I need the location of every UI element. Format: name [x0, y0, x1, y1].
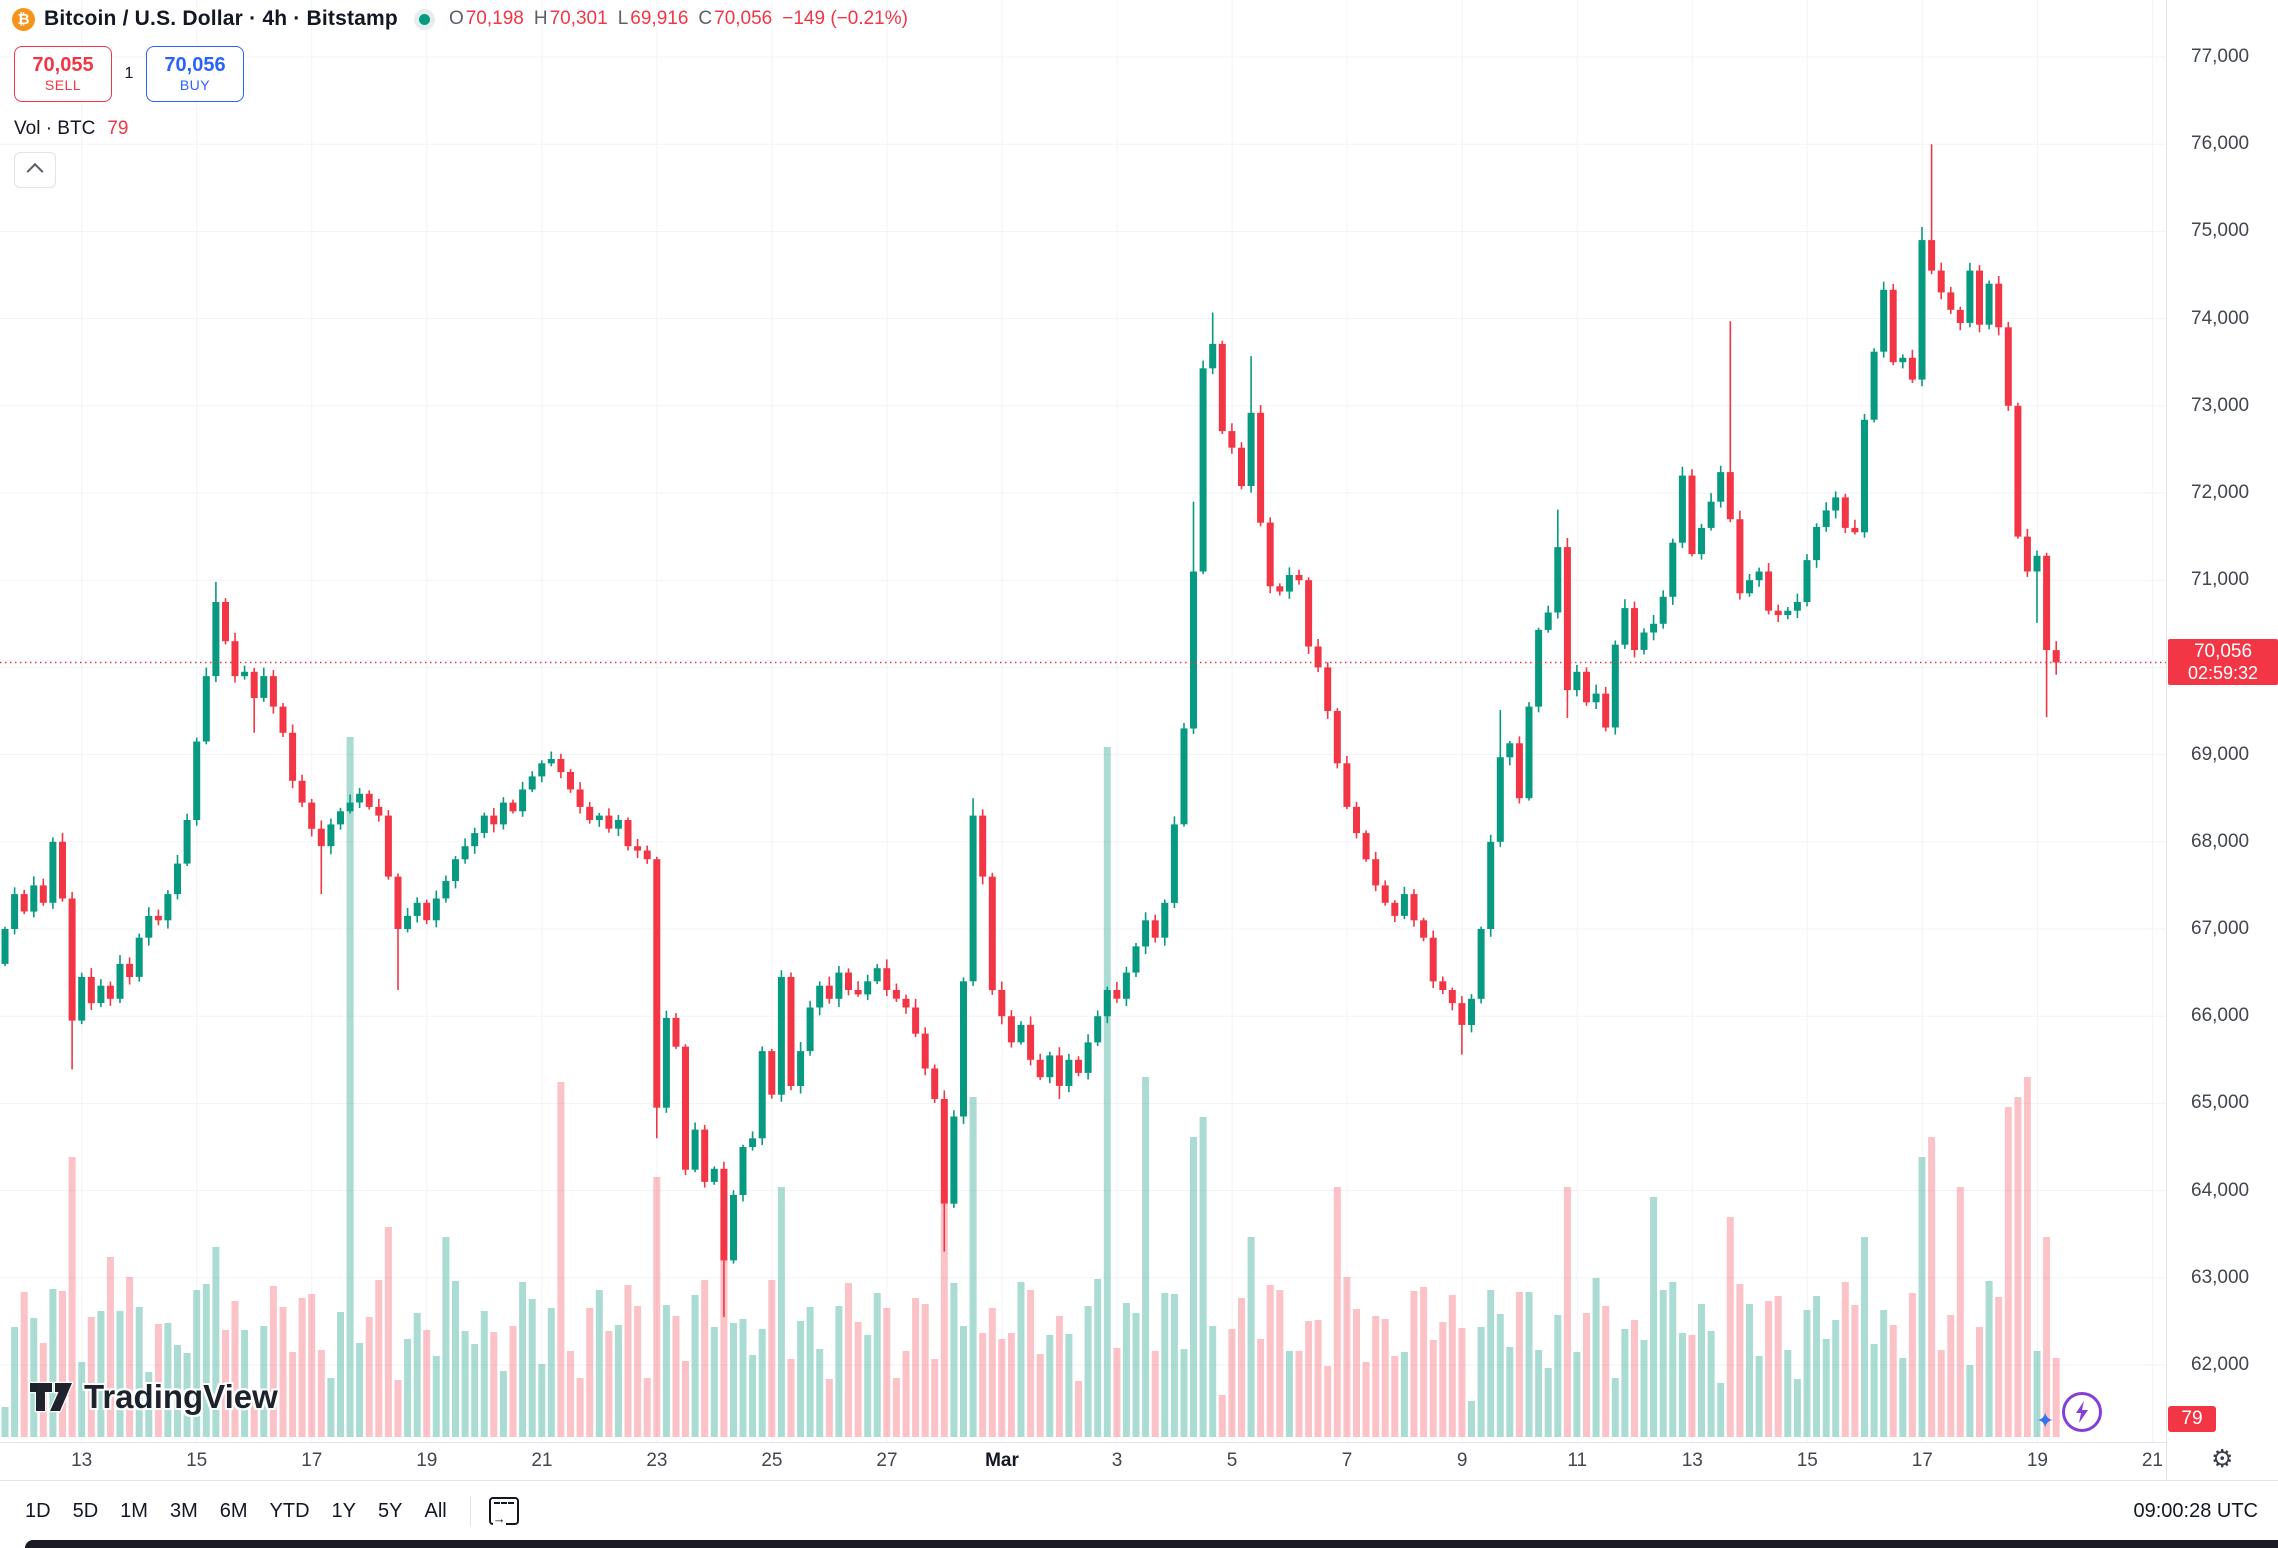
time-axis-label: 13 — [1681, 1450, 1703, 1471]
chevron-up-icon — [26, 162, 44, 180]
high-label: H — [533, 8, 548, 29]
sparkle-icon: ✦ — [2036, 1408, 2055, 1433]
price-axis-label: 66,000 — [2191, 1005, 2250, 1027]
time-axis-label: Mar — [985, 1450, 1019, 1471]
price-axis-label: 75,000 — [2191, 220, 2250, 242]
volume-indicator-row[interactable]: Vol · BTC 79 — [14, 118, 128, 140]
time-axis-label: 21 — [2141, 1450, 2163, 1471]
range-button-1d[interactable]: 1D — [25, 1499, 51, 1522]
close-value: 70,056 — [714, 8, 773, 29]
bitcoin-logo-icon: ₿ — [12, 7, 35, 31]
time-axis-label: 5 — [1226, 1450, 1238, 1471]
low-value: 69,916 — [630, 8, 689, 29]
tradingview-logo-icon — [28, 1381, 74, 1413]
toolbar-divider — [469, 1496, 471, 1526]
current-price-value: 70,056 — [2193, 641, 2253, 662]
clock-display[interactable]: 09:00:28 UTC — [2133, 1499, 2258, 1522]
price-axis-label: 69,000 — [2191, 743, 2250, 765]
price-axis[interactable]: 77,000 76,000 75,000 74,000 73,000 72,000 71,0… — [2166, 0, 2278, 1548]
close-label: C — [698, 8, 713, 29]
symbol-title[interactable]: Bitcoin / U.S. Dollar · 4h · Bitstamp — [44, 7, 398, 30]
buy-price: 70,056 — [164, 54, 226, 76]
time-axis-label: 15 — [1796, 1450, 1818, 1471]
time-axis-label: 21 — [531, 1450, 553, 1471]
sell-button[interactable]: 70,055 SELL — [14, 46, 112, 102]
price-axis-label: 72,000 — [2191, 482, 2250, 503]
price-axis-label: 62,000 — [2191, 1354, 2250, 1375]
time-axis[interactable]: 13 15 17 19 21 23 25 27 Mar 3 5 7 9 11 13 15 17 19 21 — [0, 1442, 2166, 1481]
go-to-date-icon[interactable] — [488, 1497, 519, 1525]
ohlc-values: O 70,198 H 70,301 L 69,916 C 70,056 −149 (−0.21%… — [449, 8, 908, 30]
lightning-icon — [2062, 1392, 2102, 1432]
time-axis-label: 27 — [876, 1450, 898, 1471]
time-axis-label: 7 — [1341, 1450, 1353, 1471]
sell-price: 70,055 — [32, 54, 94, 76]
price-axis-label: 73,000 — [2191, 394, 2250, 416]
low-label: L — [617, 8, 629, 29]
range-button-6m[interactable]: 6M — [219, 1499, 248, 1522]
buy-button[interactable]: 70,056 BUY — [146, 46, 244, 102]
watermark-text: TradingView — [84, 1378, 278, 1415]
boost-widget[interactable]: ✦ — [2036, 1392, 2106, 1438]
volume-indicator-label: Vol · BTC — [14, 118, 96, 139]
time-axis-label: 9 — [1456, 1450, 1468, 1471]
dock-edge — [25, 1540, 2278, 1548]
range-button-ytd[interactable]: YTD — [269, 1499, 310, 1522]
candle-countdown: 02:59:32 — [2187, 663, 2259, 683]
time-axis-label: 19 — [2026, 1450, 2048, 1471]
time-axis-label: 3 — [1111, 1450, 1123, 1471]
volume-axis-label: 79 — [2168, 1406, 2216, 1432]
time-axis-label: 11 — [1567, 1450, 1588, 1471]
range-button-1y[interactable]: 1Y — [331, 1499, 357, 1522]
high-value: 70,301 — [549, 8, 608, 29]
range-button-5d[interactable]: 5D — [72, 1499, 99, 1522]
open-value: 70,198 — [465, 8, 524, 29]
price-axis-label: 64,000 — [2191, 1179, 2250, 1201]
range-button-all[interactable]: All — [424, 1499, 447, 1522]
time-axis-label: 23 — [646, 1450, 668, 1471]
change-value: −149 (−0.21%) — [782, 8, 908, 29]
tradingview-watermark: TradingView — [28, 1378, 278, 1416]
gear-icon[interactable]: ⚙ — [2211, 1445, 2234, 1473]
price-axis-label: 67,000 — [2191, 918, 2250, 939]
price-axis-label: 71,000 — [2191, 569, 2250, 591]
time-axis-label: 15 — [186, 1450, 208, 1471]
buy-label: BUY — [179, 77, 211, 93]
price-axis-label: 68,000 — [2191, 830, 2250, 852]
time-axis-label: 19 — [416, 1450, 438, 1471]
price-axis-label: 77,000 — [2191, 46, 2250, 67]
trade-panel: 70,055 SELL 1 70,056 BUY — [14, 46, 244, 102]
bottom-toolbar: 1D 5D 1M 3M 6M YTD 1Y 5Y All 09:00:28 UTC — [0, 1480, 2278, 1541]
range-button-3m[interactable]: 3M — [169, 1499, 198, 1522]
spread-value: 1 — [124, 65, 134, 82]
price-axis-label: 65,000 — [2191, 1092, 2250, 1114]
volume-indicator-value: 79 — [107, 118, 129, 139]
price-axis-label: 63,000 — [2191, 1266, 2250, 1288]
current-price-label: 70,056 02:59:32 — [2168, 639, 2278, 685]
range-button-1m[interactable]: 1M — [120, 1499, 148, 1522]
market-status-icon[interactable] — [413, 8, 435, 30]
time-axis-label: 17 — [301, 1450, 323, 1471]
chart-legend: ₿ Bitcoin / U.S. Dollar · 4h · Bitstamp … — [12, 6, 908, 32]
range-button-5y[interactable]: 5Y — [378, 1499, 403, 1522]
price-axis-label: 74,000 — [2191, 307, 2250, 329]
open-label: O — [448, 8, 464, 29]
time-axis-label: 13 — [71, 1450, 93, 1471]
time-axis-label: 17 — [1911, 1450, 1933, 1471]
time-axis-label: 25 — [761, 1450, 783, 1471]
sell-label: SELL — [44, 77, 82, 93]
price-axis-label: 76,000 — [2191, 133, 2250, 155]
collapse-legend-button[interactable] — [14, 152, 56, 188]
